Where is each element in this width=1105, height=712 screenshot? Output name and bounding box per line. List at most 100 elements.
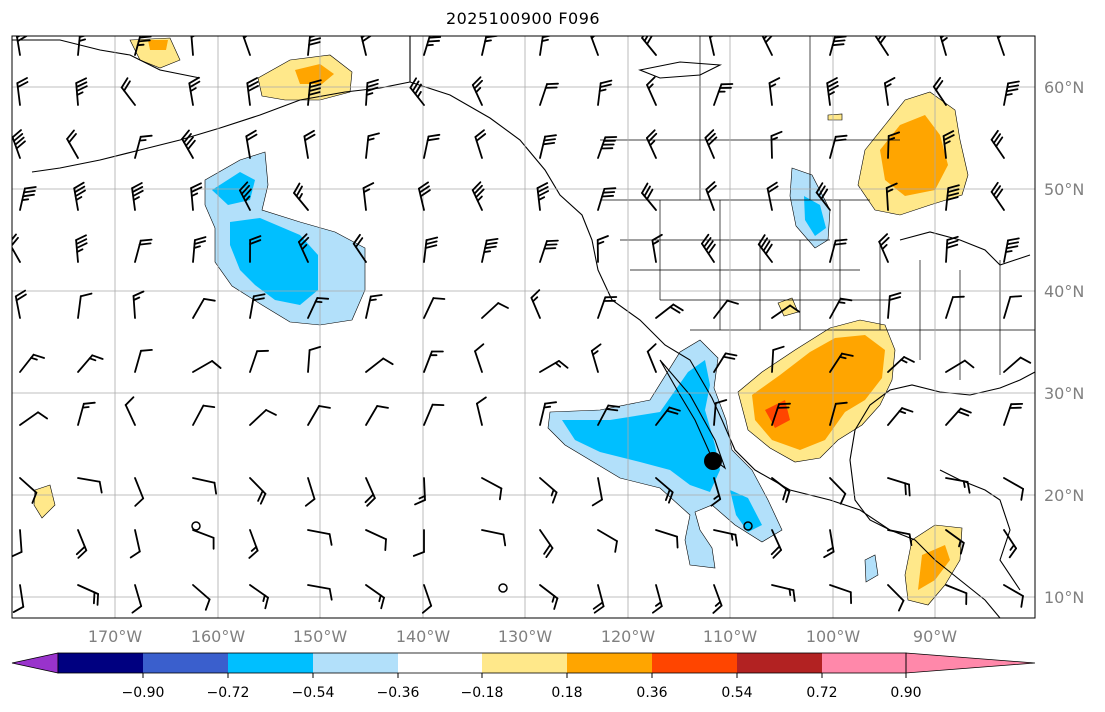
- wind-barb: [592, 584, 605, 614]
- wind-barb: [293, 182, 309, 211]
- wind-barb: [248, 529, 259, 559]
- longitude-labels: 170°W 160°W 150°W 140°W 130°W 120°W 110°…: [88, 627, 957, 646]
- wind-barb: [77, 292, 93, 319]
- lat-label: 30°N: [1044, 384, 1084, 403]
- wind-barb: [12, 529, 23, 558]
- wind-barb: [75, 529, 88, 559]
- wind-barb: [646, 343, 657, 373]
- colorbar-tick-label: 0.72: [806, 685, 837, 701]
- wind-barb: [75, 234, 88, 263]
- calm-wind-marker: [191, 521, 201, 531]
- wind-barb: [887, 584, 905, 612]
- wind-barb: [770, 529, 782, 559]
- wind-barb: [884, 77, 896, 106]
- wind-barb: [481, 302, 509, 319]
- wind-barb: [945, 295, 965, 319]
- wind-barb: [192, 477, 218, 495]
- wind-barb: [829, 584, 852, 605]
- wind-barb: [539, 82, 559, 106]
- wind-barb: [713, 83, 734, 106]
- wind-barb: [945, 184, 960, 211]
- wind-barb: [307, 36, 322, 56]
- wind-barb: [597, 404, 621, 426]
- wind-barb: [471, 76, 484, 106]
- wind-barb: [826, 77, 839, 106]
- wind-barb: [303, 129, 316, 159]
- wind-barb: [417, 181, 431, 211]
- wind-barb: [655, 477, 674, 504]
- wind-barb: [19, 411, 48, 426]
- colorbar-ticks: [142, 673, 907, 678]
- wind-barb: [590, 343, 602, 373]
- wind-barb: [761, 36, 773, 56]
- wind-barb: [77, 36, 87, 56]
- wind-barb: [829, 352, 854, 373]
- wind-barb: [712, 584, 723, 614]
- wind-barb: [365, 294, 383, 319]
- lon-label: 160°W: [191, 627, 246, 646]
- wind-barb: [990, 181, 1005, 211]
- wind-barb: [945, 359, 975, 373]
- wind-barb: [132, 290, 145, 319]
- wind-barb: [66, 129, 79, 159]
- wind-barb: [1003, 80, 1020, 106]
- wind-barb: [823, 529, 835, 559]
- wind-barb: [188, 76, 201, 106]
- wind-barb: [536, 182, 549, 211]
- wind-barb: [192, 529, 215, 550]
- wind-barb: [829, 297, 853, 319]
- lon-label: 130°W: [498, 627, 553, 646]
- wind-barb: [423, 236, 439, 263]
- wind-barb: [887, 477, 911, 497]
- wind-barb: [307, 584, 333, 601]
- wind-barb: [590, 36, 599, 56]
- wind-barb: [190, 182, 203, 211]
- wind-barb: [365, 78, 379, 106]
- wind-barb: [131, 182, 144, 211]
- wind-barb: [655, 406, 681, 426]
- wind-barb: [596, 235, 609, 263]
- wind-barb: [1003, 529, 1017, 559]
- wind-barb: [423, 36, 442, 56]
- lon-label: 90°W: [913, 627, 957, 646]
- colorbar-swatch: [143, 653, 228, 673]
- wind-barb: [768, 77, 781, 106]
- wind-barb: [771, 402, 791, 426]
- map-title: 2025100900 F096: [445, 9, 601, 28]
- wind-barb: [945, 477, 971, 494]
- wind-barb: [652, 584, 663, 614]
- wind-barb: [77, 584, 99, 606]
- colorbar-swatch: [482, 653, 567, 673]
- wind-barb: [829, 477, 847, 505]
- wind-barb: [996, 36, 1005, 56]
- wind-barb: [481, 529, 507, 547]
- wind-barb: [73, 181, 86, 211]
- wind-barb: [539, 239, 559, 263]
- wind-barb: [365, 529, 387, 551]
- colorbar-tick-label: 0.54: [721, 685, 752, 701]
- wind-barb: [423, 297, 446, 319]
- wind-barb: [646, 76, 657, 106]
- wind-barb: [77, 354, 104, 373]
- wind-barb: [945, 584, 968, 606]
- wind-barb: [770, 130, 783, 159]
- lon-label: 140°W: [396, 627, 451, 646]
- wind-barb: [530, 289, 541, 319]
- colorbar-swatch: [567, 653, 652, 673]
- colorbar-swatch: [398, 653, 482, 673]
- wind-barb: [365, 584, 385, 610]
- wind-barb: [297, 233, 310, 263]
- wind-barb: [307, 529, 333, 546]
- colorbar-extend-max: [905, 652, 1036, 674]
- wind-barb: [77, 401, 96, 426]
- colorbar-extend-min: [11, 652, 59, 674]
- colorbar-tick-label: 0.36: [636, 685, 667, 701]
- wind-barb: [362, 182, 375, 211]
- wind-barb: [77, 477, 103, 494]
- wind-barb: [134, 477, 145, 507]
- wind-barb: [539, 584, 559, 610]
- wind-barb: [134, 238, 153, 263]
- wind-barb: [878, 233, 890, 263]
- wind-barb: [14, 289, 27, 319]
- wind-barb: [655, 303, 684, 319]
